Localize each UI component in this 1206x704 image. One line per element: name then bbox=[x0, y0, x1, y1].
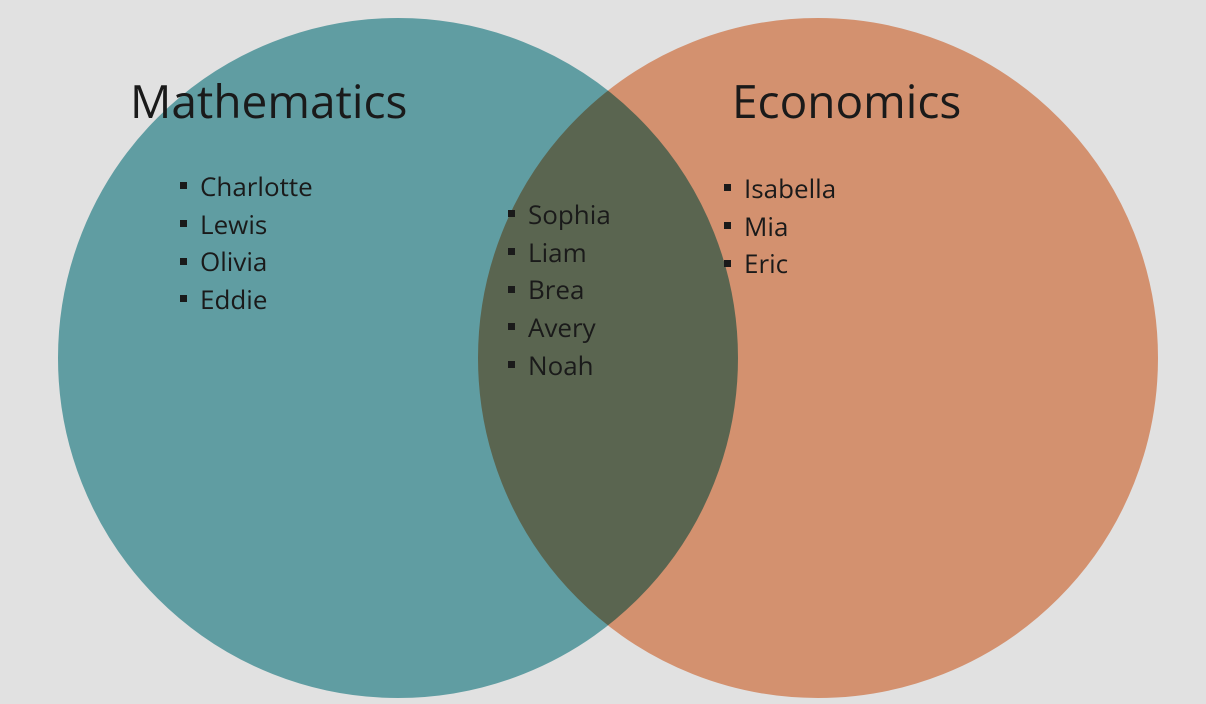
venn-diagram: Mathematics Economics CharlotteLewisOliv… bbox=[0, 0, 1206, 704]
venn-items-left: CharlotteLewisOliviaEddie bbox=[178, 168, 313, 319]
list-item: Sophia bbox=[506, 196, 611, 234]
venn-items-right: IsabellaMiaEric bbox=[722, 170, 836, 283]
list-item: Mia bbox=[722, 208, 836, 246]
list-item: Charlotte bbox=[178, 168, 313, 206]
list-item: Liam bbox=[506, 234, 611, 272]
list-item: Olivia bbox=[178, 243, 313, 281]
list-item: Noah bbox=[506, 347, 611, 385]
venn-title-right: Economics bbox=[732, 70, 961, 132]
venn-items-intersection: SophiaLiamBreaAveryNoah bbox=[506, 196, 611, 384]
venn-title-left: Mathematics bbox=[130, 70, 407, 132]
list-item: Isabella bbox=[722, 170, 836, 208]
list-item: Lewis bbox=[178, 206, 313, 244]
list-item: Eric bbox=[722, 245, 836, 283]
list-item: Avery bbox=[506, 309, 611, 347]
list-item: Brea bbox=[506, 271, 611, 309]
list-item: Eddie bbox=[178, 281, 313, 319]
